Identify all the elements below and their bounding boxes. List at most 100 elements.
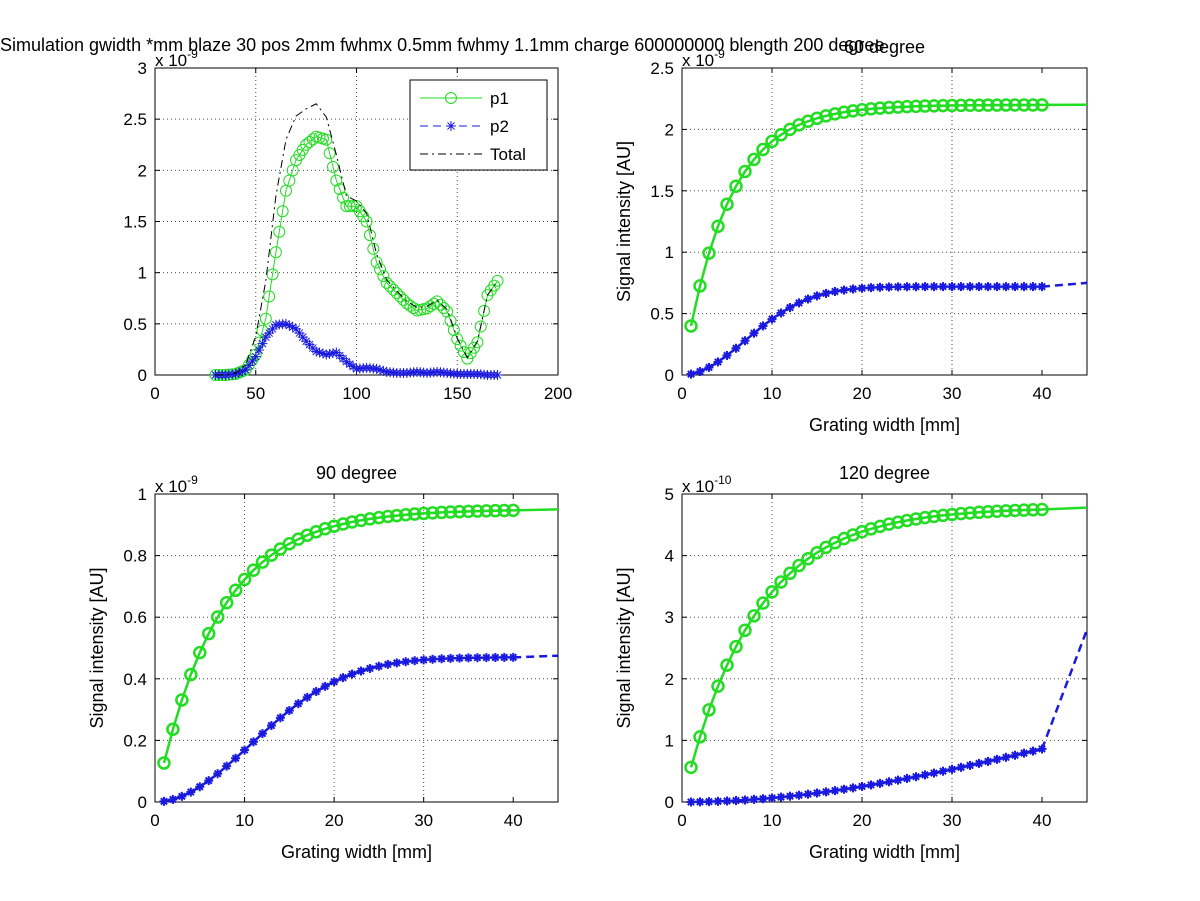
subplot-title: 120 degree [839, 463, 930, 483]
data-point [1037, 282, 1047, 292]
data-point [472, 653, 482, 663]
data-point [954, 98, 968, 113]
data-point [963, 506, 977, 520]
data-point [803, 789, 813, 799]
x-tick-label: 10 [235, 811, 254, 830]
data-point [866, 780, 876, 790]
y-tick-label: 2 [138, 161, 147, 180]
data-point [1026, 503, 1040, 517]
data-point [767, 793, 777, 803]
data-point [756, 596, 770, 610]
data-point [990, 98, 1004, 112]
data-point [747, 152, 761, 167]
y-tick-label: 0 [138, 366, 147, 385]
data-point [891, 100, 905, 114]
data-point [1019, 748, 1029, 758]
data-point [965, 760, 975, 770]
series-p1-markers [209, 130, 504, 381]
data-point [857, 781, 867, 791]
y-tick-label: 1.5 [650, 182, 674, 201]
data-point [499, 652, 509, 662]
data-point [407, 507, 422, 521]
x-tick-label: 20 [325, 811, 344, 830]
data-point [803, 294, 813, 304]
data-point [210, 610, 225, 624]
legend-marker-p1 [445, 92, 457, 104]
data-point [812, 291, 822, 301]
y-exponent-label: x 10-10 [682, 473, 732, 496]
y-tick-label: 0.5 [650, 305, 674, 324]
data-point [918, 510, 932, 525]
data-point [419, 655, 429, 665]
data-point [488, 503, 503, 518]
y-tick-label: 1 [138, 264, 147, 283]
data-point [311, 687, 321, 697]
data-point [767, 314, 777, 324]
data-point [929, 282, 939, 292]
data-point [276, 205, 289, 218]
data-point [936, 508, 950, 523]
data-point [713, 357, 723, 367]
data-point [927, 509, 941, 524]
data-point [711, 219, 725, 233]
series-p1-markers [157, 503, 520, 770]
data-point [201, 626, 216, 641]
y-tick-label: 1.5 [123, 213, 147, 232]
data-point [257, 729, 267, 739]
data-point [452, 504, 467, 519]
data-point [336, 517, 350, 531]
y-tick-label: 0.2 [123, 731, 147, 750]
data-point [693, 279, 707, 293]
data-point [407, 302, 420, 315]
data-point [711, 679, 725, 693]
data-point [720, 197, 734, 211]
data-point [354, 513, 368, 528]
data-point [902, 773, 912, 783]
data-point [983, 282, 993, 292]
data-point [1001, 282, 1011, 292]
data-point [819, 109, 833, 123]
data-point [855, 103, 869, 117]
data-point [377, 270, 390, 283]
x-tick-label: 30 [943, 811, 962, 830]
data-point [756, 142, 770, 157]
data-point [387, 283, 400, 296]
data-point [938, 766, 948, 776]
data-point [237, 572, 252, 587]
series-p2-extrapolation [1040, 629, 1089, 750]
data-point [774, 575, 788, 589]
data-point [830, 286, 840, 296]
data-point [999, 504, 1013, 518]
data-point [431, 295, 444, 308]
data-point [731, 796, 741, 806]
series-p1-extrapolation [513, 508, 559, 512]
data-point [264, 328, 275, 339]
y-tick-label: 0.6 [123, 608, 147, 627]
x-tick-label: 20 [853, 811, 872, 830]
data-point [785, 303, 795, 313]
data-point [893, 282, 903, 292]
series-p1-line [215, 136, 499, 376]
series-p1-markers [684, 502, 1049, 775]
data-point [410, 656, 420, 666]
data-point [884, 777, 894, 787]
data-point [380, 276, 393, 289]
data-point [454, 653, 464, 663]
data-point [765, 585, 779, 599]
data-point [471, 336, 484, 349]
data-point [963, 98, 977, 113]
data-point [157, 756, 171, 770]
data-point [828, 107, 842, 121]
data-point [686, 797, 696, 807]
y-tick-label: 0.8 [123, 547, 147, 566]
data-point [830, 786, 840, 796]
data-point [264, 548, 279, 562]
data-point [929, 768, 939, 778]
data-point [454, 339, 467, 352]
x-axis-label: Grating width [mm] [809, 415, 960, 435]
data-point [983, 756, 993, 766]
x-tick-label: 100 [342, 384, 370, 403]
data-point [437, 654, 447, 664]
data-point [857, 283, 867, 293]
data-point [783, 566, 797, 581]
